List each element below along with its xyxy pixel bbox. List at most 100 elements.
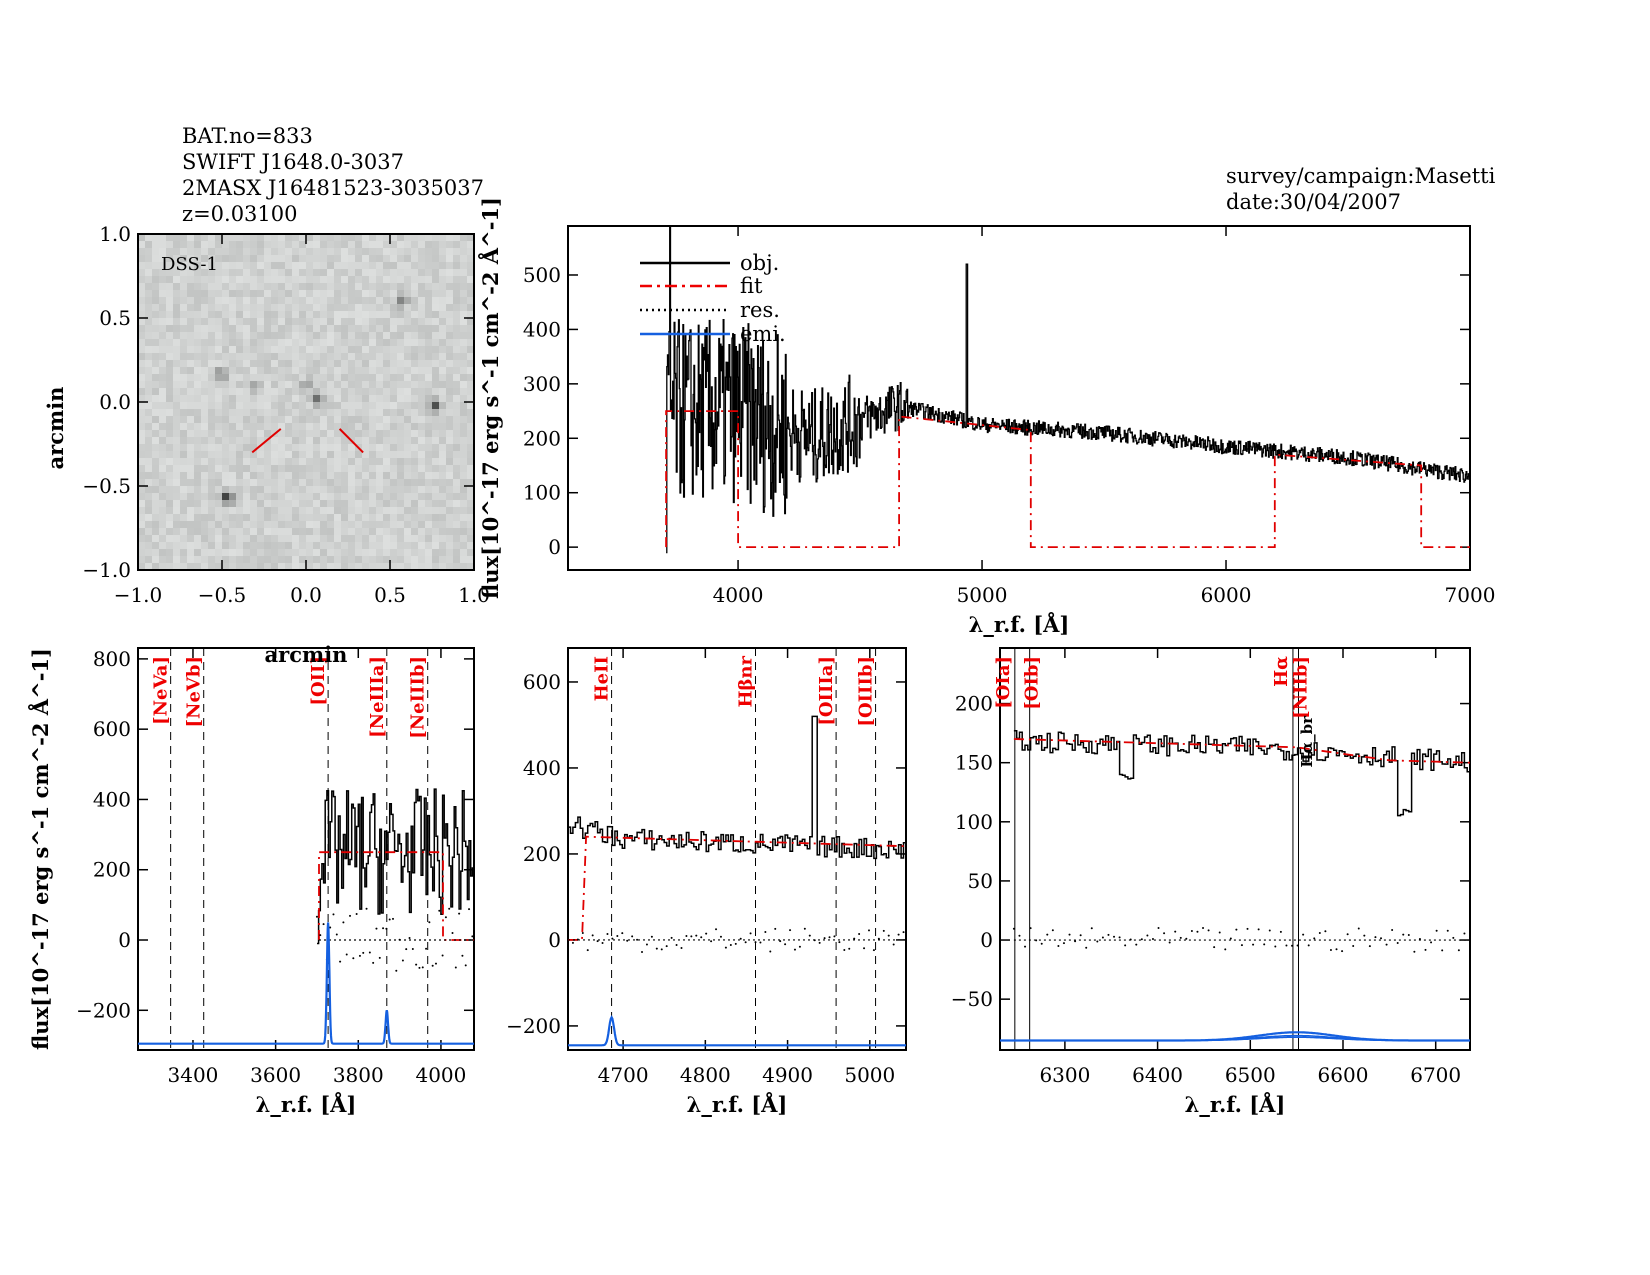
image-pixel — [348, 276, 356, 284]
image-pixel — [460, 458, 468, 466]
image-pixel — [425, 248, 433, 256]
image-pixel — [432, 381, 440, 389]
image-pixel — [460, 262, 468, 270]
image-pixel — [432, 311, 440, 319]
image-pixel — [376, 262, 384, 270]
image-pixel — [166, 430, 174, 438]
image-pixel — [201, 395, 209, 403]
image-pixel — [145, 465, 153, 473]
image-pixel — [173, 269, 181, 277]
image-pixel — [446, 248, 454, 256]
image-pixel — [411, 318, 419, 326]
residual-point — [1352, 945, 1355, 948]
image-pixel — [278, 255, 286, 263]
residual-point — [1318, 931, 1321, 934]
image-pixel — [453, 255, 461, 263]
image-pixel — [250, 395, 258, 403]
image-pixel — [215, 430, 223, 438]
residual-point — [744, 941, 747, 944]
image-pixel — [145, 297, 153, 305]
image-pixel — [390, 479, 398, 487]
image-pixel — [376, 493, 384, 501]
image-pixel — [145, 416, 153, 424]
image-pixel — [425, 458, 433, 466]
image-pixel — [145, 353, 153, 361]
image-pixel — [166, 465, 174, 473]
image-pixel — [222, 332, 230, 340]
image-pixel — [159, 255, 167, 263]
image-pixel — [229, 311, 237, 319]
image-pixel — [348, 423, 356, 431]
image-pixel — [460, 416, 468, 424]
image-pixel — [376, 549, 384, 557]
image-pixel — [313, 311, 321, 319]
image-pixel — [404, 241, 412, 249]
image-pixel — [404, 269, 412, 277]
image-pixel — [285, 549, 293, 557]
image-pixel — [271, 556, 279, 564]
image-pixel — [425, 465, 433, 473]
image-pixel — [201, 304, 209, 312]
image-pixel — [166, 304, 174, 312]
image-pixel — [453, 500, 461, 508]
image-pixel — [411, 430, 419, 438]
image-pixel — [243, 381, 251, 389]
image-pixel — [215, 234, 223, 242]
image-pixel — [418, 381, 426, 389]
image-pixel — [390, 248, 398, 256]
image-pixel — [348, 388, 356, 396]
image-pixel — [362, 423, 370, 431]
residual-point — [611, 937, 614, 940]
image-pixel — [313, 234, 321, 242]
image-pixel — [313, 276, 321, 284]
image-pixel — [222, 493, 230, 501]
residual-point — [1240, 944, 1243, 947]
image-pixel — [334, 535, 342, 543]
image-pixel — [194, 339, 202, 347]
image-pixel — [180, 479, 188, 487]
image-pixel — [257, 262, 265, 270]
image-pixel — [264, 353, 272, 361]
image-pixel — [355, 388, 363, 396]
image-pixel — [222, 444, 230, 452]
image-pixel — [453, 269, 461, 277]
image-pixel — [313, 563, 321, 571]
image-pixel — [467, 451, 475, 459]
image-pixel — [208, 542, 216, 550]
image-pixel — [397, 283, 405, 291]
image-pixel — [222, 381, 230, 389]
image-pixel — [222, 248, 230, 256]
image-pixel — [390, 451, 398, 459]
image-pixel — [362, 458, 370, 466]
x-tick-label: 3800 — [333, 1063, 384, 1087]
image-pixel — [320, 472, 328, 480]
image-pixel — [411, 521, 419, 529]
image-pixel — [439, 381, 447, 389]
image-pixel — [306, 262, 314, 270]
image-pixel — [425, 255, 433, 263]
image-pixel — [292, 409, 300, 417]
y-tick-label: 600 — [523, 670, 561, 694]
image-pixel — [271, 360, 279, 368]
residual-point — [739, 937, 742, 940]
image-pixel — [299, 304, 307, 312]
image-pixel — [264, 381, 272, 389]
image-pixel — [404, 290, 412, 298]
image-pixel — [145, 283, 153, 291]
image-pixel — [383, 290, 391, 298]
image-pixel — [257, 437, 265, 445]
image-pixel — [236, 451, 244, 459]
image-pixel — [383, 493, 391, 501]
image-pixel — [187, 409, 195, 417]
image-pixel — [397, 549, 405, 557]
image-pixel — [271, 528, 279, 536]
image-pixel — [264, 507, 272, 515]
residual-point — [315, 915, 318, 918]
image-pixel — [348, 283, 356, 291]
image-pixel — [236, 332, 244, 340]
image-pixel — [411, 367, 419, 375]
image-pixel — [187, 311, 195, 319]
image-pixel — [138, 423, 146, 431]
image-pixel — [257, 451, 265, 459]
image-pixel — [334, 367, 342, 375]
